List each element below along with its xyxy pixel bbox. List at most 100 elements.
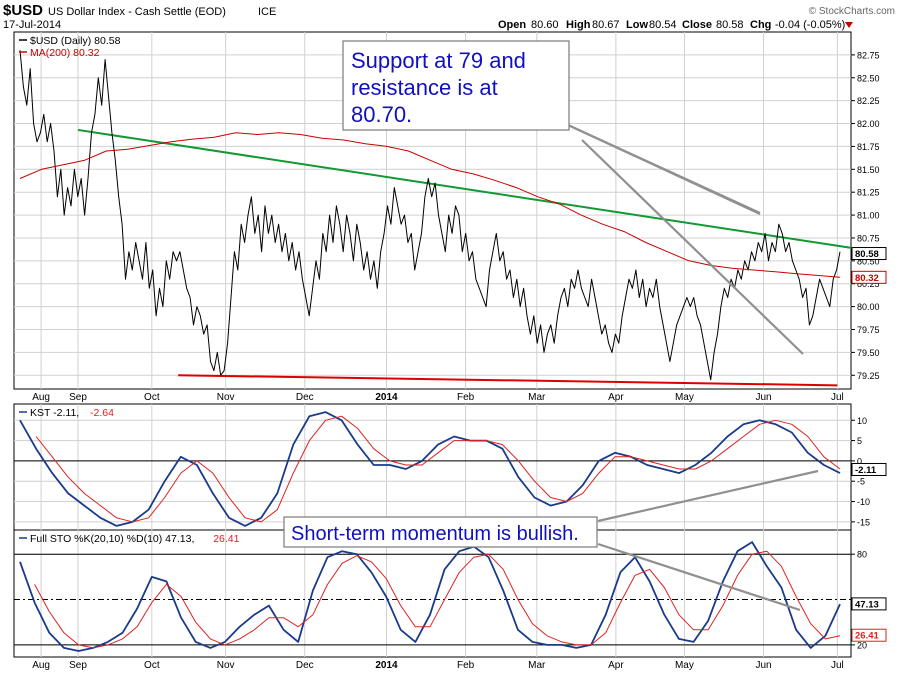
- price-x-tick-label: Dec: [296, 392, 314, 403]
- price-y-tick-label: 81.25: [857, 188, 880, 198]
- sto-x-tick-label: Aug: [32, 660, 50, 671]
- annotation-support-resistance: Support at 79 and resistance is at 80.70…: [342, 40, 570, 131]
- support-trendline: [178, 374, 838, 387]
- price-legend-text: MA(200) 80.32: [30, 47, 100, 59]
- price-y-tick-label: 81.00: [857, 211, 880, 221]
- price-y-tick-label: 82.00: [857, 119, 880, 129]
- price-y-tick-label: 79.75: [857, 325, 880, 335]
- arrow-kst: [597, 469, 819, 523]
- sto-last-value-label: 47.13: [855, 599, 879, 610]
- price-series-price: [19, 50, 841, 381]
- price-layer: [19, 50, 852, 387]
- sto-x-tick-label: Nov: [217, 660, 235, 671]
- price-y-tick-label: 82.25: [857, 96, 880, 106]
- sto-x-tick-label: Jun: [755, 660, 771, 671]
- price-x-tick-label: Sep: [69, 392, 87, 403]
- price-x-tick-label: Mar: [528, 392, 546, 403]
- price-y-tick-label: 80.75: [857, 233, 880, 243]
- annotation-momentum: Short-term momentum is bullish.: [283, 516, 598, 548]
- chart-date: 17-Jul-2014: [3, 19, 61, 31]
- close-label: Close: [682, 19, 712, 31]
- price-x-tick-label: 2014: [375, 392, 398, 403]
- sto-panel-frame: [13, 529, 852, 658]
- high-label: High: [566, 19, 591, 31]
- open-label: Open: [498, 19, 526, 31]
- kst-y-tick-label: 0: [857, 456, 862, 466]
- kst-legend-text: KST -2.11,: [30, 407, 79, 419]
- symbol: $USD: [3, 2, 43, 19]
- chg-down-icon: [845, 22, 853, 28]
- sto-last-value-box: [851, 628, 887, 642]
- chg-label: Chg: [750, 19, 771, 31]
- price-x-tick-label: Jul: [831, 392, 844, 403]
- resistance-trendline: [77, 128, 852, 249]
- price-last-value-box: [851, 247, 887, 261]
- sto-series-slow: [34, 550, 841, 649]
- sto-x-tick-label: May: [675, 660, 694, 671]
- kst-last-value-label: -2.11: [855, 465, 877, 476]
- kst-y-tick-label: -15: [857, 517, 870, 527]
- annotation-top-line-2: resistance is at: [351, 75, 498, 100]
- annotation-arrows: [567, 124, 819, 612]
- sto-x-tick-label: Apr: [608, 660, 624, 671]
- annotation-top-line-1: Support at 79 and: [351, 48, 526, 73]
- annotation-box-bottom: [283, 516, 598, 548]
- sto-y-tick-label: 80: [857, 550, 867, 560]
- exchange: ICE: [258, 6, 276, 18]
- price-series-ma: [19, 132, 841, 278]
- annotation-top-line-3: 80.70.: [351, 102, 412, 127]
- price-x-tick-label: Feb: [457, 392, 475, 403]
- sto-layer: [19, 541, 841, 652]
- ohlc-readout: Open 80.60 High 80.67 Low 80.54 Close 80…: [498, 19, 853, 31]
- kst-legend-text: -2.64: [90, 407, 114, 419]
- price-x-tick-label: Aug: [32, 392, 50, 403]
- sto-x-tick-label: Oct: [144, 660, 160, 671]
- kst-y-tick-label: 10: [857, 416, 867, 426]
- price-x-tick-label: Nov: [217, 392, 235, 403]
- price-last-value-box: [851, 270, 887, 284]
- sto-x-tick-label: Dec: [296, 660, 314, 671]
- price-last-value-label: 80.32: [855, 273, 879, 284]
- sto-x-tick-label: Jul: [831, 660, 844, 671]
- low-label: Low: [626, 19, 648, 31]
- kst-last-value-box: [851, 462, 887, 476]
- kst-series-slow: [35, 415, 841, 523]
- price-x-tick-label: May: [675, 392, 694, 403]
- arrow-support-2: [567, 124, 761, 215]
- kst-layer: [19, 411, 841, 527]
- sto-x-tick-label: Sep: [69, 660, 87, 671]
- sto-last-value-label: 26.41: [855, 631, 879, 642]
- price-y-tick-label: 79.50: [857, 348, 880, 358]
- price-y-tick-label: 81.50: [857, 165, 880, 175]
- price-x-tick-label: Jun: [755, 392, 771, 403]
- sto-legend-text: 26.41: [213, 533, 239, 545]
- price-x-tick-label: Oct: [144, 392, 160, 403]
- arrow-support-1: [581, 139, 804, 355]
- low-value: 80.54: [649, 19, 677, 31]
- price-y-tick-label: 82.50: [857, 73, 880, 83]
- sto-x-tick-label: 2014: [375, 660, 398, 671]
- price-x-tick-label: Apr: [608, 392, 624, 403]
- sto-series-fast: [19, 541, 841, 652]
- price-y-tick-label: 80.25: [857, 279, 880, 289]
- annotation-box-top: [342, 40, 570, 131]
- sto-y-tick-label: 20: [857, 640, 867, 650]
- price-last-value-label: 80.58: [855, 249, 879, 260]
- high-value: 80.67: [592, 19, 620, 31]
- arrow-sto: [597, 542, 801, 612]
- instrument-name: US Dollar Index - Cash Settle (EOD): [48, 6, 226, 18]
- price-y-tick-label: 80.00: [857, 302, 880, 312]
- watermark: © StockCharts.com: [809, 6, 895, 17]
- kst-y-tick-label: 5: [857, 436, 862, 446]
- price-y-tick-label: 79.25: [857, 371, 880, 381]
- price-panel-frame: [13, 31, 852, 390]
- axis-layer: Aug Aug Sep Sep Oct Oct Nov Nov Dec Dec 2014 2014 Fe…: [32, 50, 887, 671]
- open-value: 80.60: [531, 19, 559, 31]
- sto-legend-text: Full STO %K(20,10) %D(10) 47.13,: [30, 533, 194, 545]
- kst-panel-frame: [13, 403, 852, 531]
- annotation-bottom-text: Short-term momentum is bullish.: [291, 523, 579, 545]
- sto-last-value-box: [851, 597, 887, 611]
